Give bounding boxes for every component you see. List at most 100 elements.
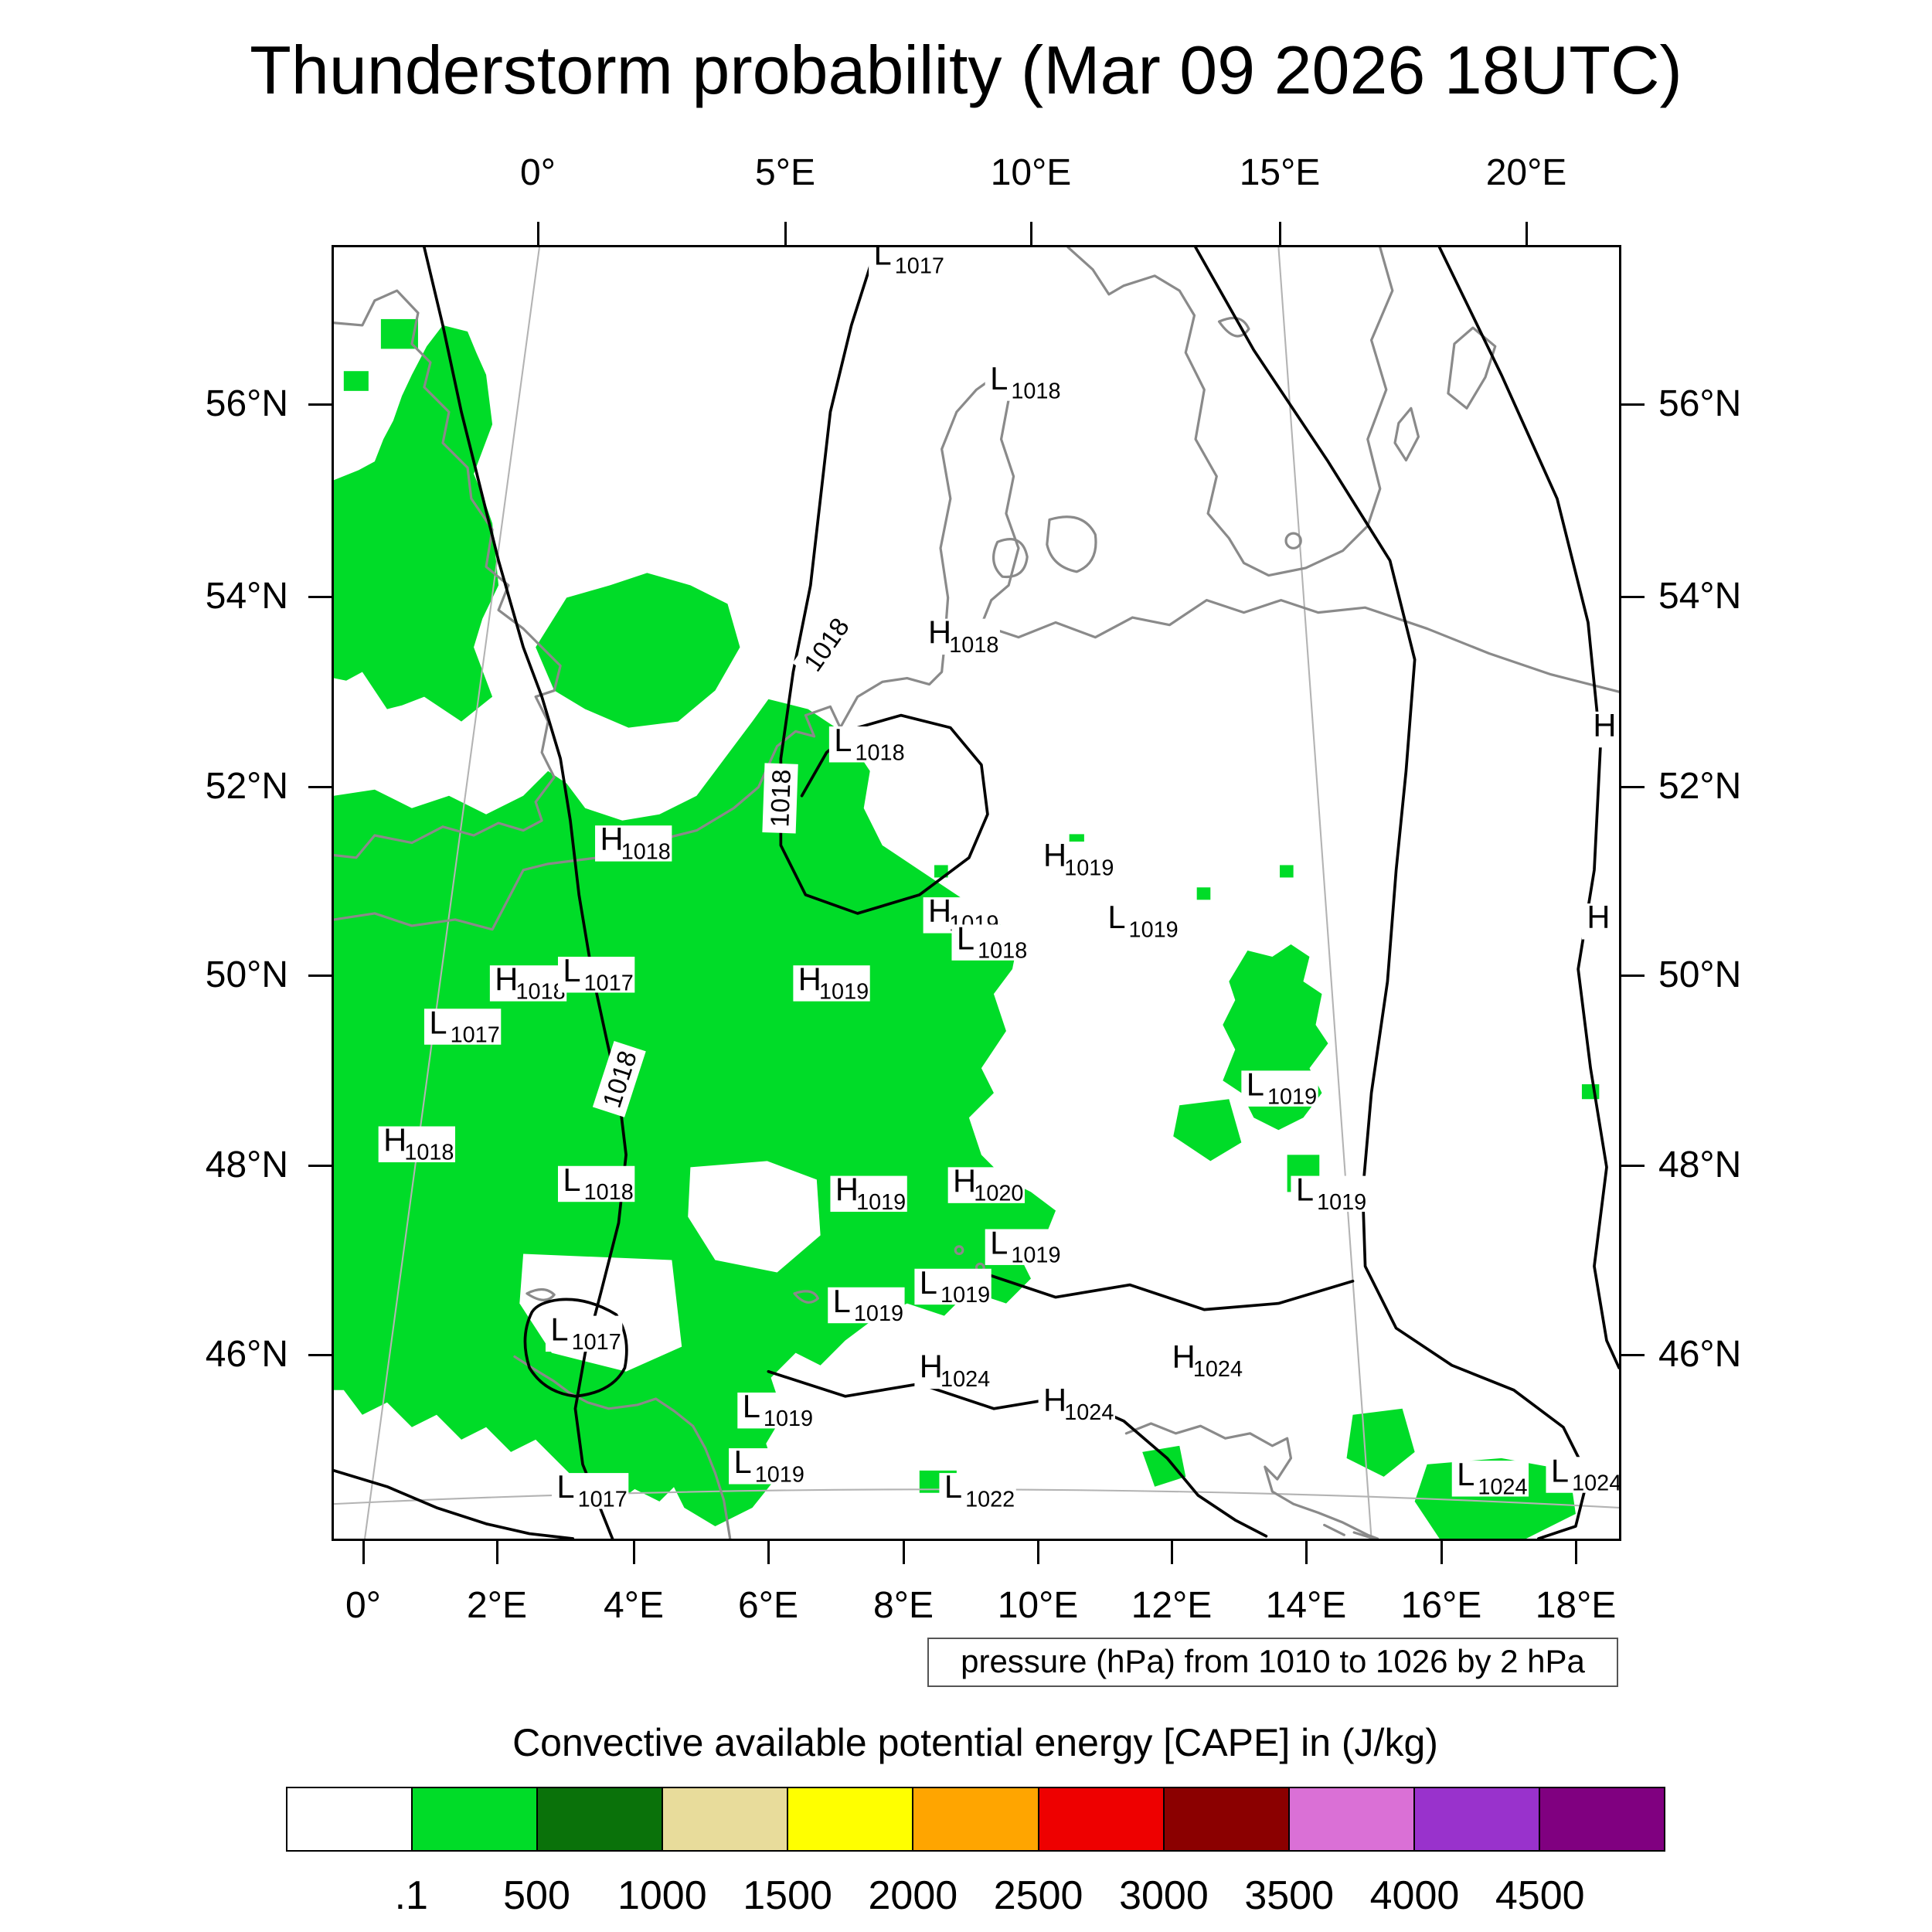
pressure-value: 1018 bbox=[978, 939, 1027, 964]
colorbar-cell bbox=[1414, 1788, 1540, 1850]
label-box bbox=[1102, 903, 1180, 940]
pressure-letter: H bbox=[600, 821, 623, 857]
top-axis-tick bbox=[1526, 222, 1528, 245]
pressure-letter: L bbox=[743, 1388, 760, 1424]
label-box bbox=[951, 924, 1029, 961]
label-box bbox=[551, 1473, 629, 1509]
pressure-center-label: L 1018 bbox=[985, 360, 1063, 403]
colorbar-title: Convective available potential energy [C… bbox=[512, 1721, 1438, 1764]
label-box bbox=[830, 1175, 907, 1213]
colorbar-tick-label: 2500 bbox=[993, 1873, 1083, 1918]
top-axis-tick bbox=[784, 222, 787, 245]
pressure-value: 1019 bbox=[940, 1283, 990, 1308]
left-axis-tick bbox=[308, 403, 332, 406]
cape-region-dot bbox=[343, 371, 369, 391]
cape-region-britain bbox=[334, 325, 499, 722]
pressure-value: 1020 bbox=[974, 1182, 1023, 1206]
pressure-letter: L bbox=[550, 1311, 568, 1348]
left-axis-label: 56°N bbox=[205, 383, 288, 424]
plot-title: Thunderstorm probability (Mar 09 2026 18… bbox=[250, 32, 1682, 108]
label-box bbox=[914, 1268, 992, 1305]
pressure-value: 1018 bbox=[855, 740, 904, 765]
pressure-center-label: L 1017 bbox=[423, 1004, 502, 1048]
cape-region-dot bbox=[1196, 887, 1211, 900]
label-box bbox=[1581, 903, 1610, 940]
bottom-axis-tick bbox=[1171, 1541, 1173, 1564]
bottom-axis-label: 18°E bbox=[1535, 1585, 1617, 1626]
bottom-axis-tick bbox=[1037, 1541, 1039, 1564]
pressure-value: 1024 bbox=[940, 1367, 990, 1392]
left-axis-label: 46°N bbox=[205, 1334, 288, 1375]
label-box bbox=[489, 965, 567, 1002]
pressure-value: 1019 bbox=[1129, 917, 1179, 942]
island-gotland bbox=[1447, 326, 1497, 410]
coastline-adriatic bbox=[1124, 1422, 1379, 1539]
pressure-letter: L bbox=[1551, 1452, 1569, 1488]
colorbar-cell bbox=[538, 1788, 664, 1850]
label-box bbox=[1167, 1342, 1244, 1379]
map-frame: 1018 1018 1018 L 1017 L 1018 H 1018 L 1018 H 1018 H 1… bbox=[332, 245, 1621, 1541]
pressure-letter: H bbox=[1043, 1382, 1066, 1418]
label-box bbox=[1291, 1175, 1368, 1213]
pressure-value: 1019 bbox=[856, 1190, 906, 1215]
label-box bbox=[1546, 1457, 1619, 1493]
label-box bbox=[545, 1315, 623, 1352]
pressure-center-label: L 1019 bbox=[1291, 1172, 1368, 1215]
colorbar-tick-label: 3500 bbox=[1244, 1873, 1335, 1918]
pressure-letter: H bbox=[383, 1122, 406, 1158]
pressure-center-label: L 1018 bbox=[828, 722, 906, 765]
pressure-value: 1019 bbox=[764, 1406, 813, 1431]
colorbar-cell bbox=[1539, 1788, 1665, 1850]
colorbar-cell bbox=[1289, 1788, 1415, 1850]
pressure-center-label: L 1019 bbox=[828, 1283, 905, 1326]
pressure-value: 1019 bbox=[1267, 1085, 1317, 1110]
pressure-value: 1017 bbox=[578, 1487, 628, 1512]
coastline-britain bbox=[334, 289, 562, 859]
coastlines bbox=[334, 247, 1619, 1539]
bottom-axis-tick bbox=[1440, 1541, 1443, 1564]
colorbar-tick-label: 500 bbox=[503, 1873, 570, 1918]
label-box bbox=[1587, 711, 1616, 748]
pressure-letter: L bbox=[429, 1004, 447, 1040]
right-axis-tick bbox=[1621, 403, 1645, 406]
right-axis-label: 46°N bbox=[1658, 1334, 1742, 1375]
pressure-letter: L bbox=[1107, 899, 1125, 935]
label-box bbox=[923, 618, 1000, 655]
island-funen bbox=[992, 538, 1029, 579]
pressure-value: 1017 bbox=[572, 1330, 621, 1355]
isobar-far-east bbox=[1437, 247, 1619, 1369]
coastline-scandinavia bbox=[1066, 247, 1394, 577]
left-axis-label: 54°N bbox=[205, 576, 288, 617]
isobar-southwest bbox=[334, 1469, 575, 1539]
pressure-letter: L bbox=[957, 920, 975, 956]
top-axis-label: 5°E bbox=[755, 152, 815, 193]
colorbar-cell bbox=[413, 1788, 539, 1850]
left-axis-tick bbox=[308, 1354, 332, 1356]
pressure-value: 1024 bbox=[1572, 1471, 1619, 1496]
right-axis-tick bbox=[1621, 1354, 1645, 1356]
pressure-letter: L bbox=[556, 1468, 574, 1505]
bottom-axis-label: 10°E bbox=[997, 1585, 1079, 1626]
lake-geneva bbox=[526, 1287, 556, 1301]
right-axis-label: 56°N bbox=[1658, 383, 1742, 424]
pressure-value: 1017 bbox=[584, 971, 634, 995]
pressure-center-label: L 1017 bbox=[545, 1311, 623, 1355]
cape-region-alps-south bbox=[665, 1420, 777, 1526]
pressure-letter: H bbox=[1593, 707, 1616, 743]
bottom-axis-tick bbox=[903, 1541, 905, 1564]
pressure-value: 1018 bbox=[1011, 379, 1060, 403]
cape-region-southeast-c bbox=[1142, 1445, 1186, 1487]
bottom-axis-label: 0° bbox=[345, 1585, 381, 1626]
label-box bbox=[828, 726, 906, 763]
isobar-south-a bbox=[980, 1270, 1355, 1311]
lake-constance bbox=[793, 1290, 820, 1304]
bottom-axis-label: 16°E bbox=[1400, 1585, 1482, 1626]
colorbar-tick-label: .1 bbox=[394, 1873, 428, 1918]
right-axis-label: 50°N bbox=[1658, 954, 1742, 995]
